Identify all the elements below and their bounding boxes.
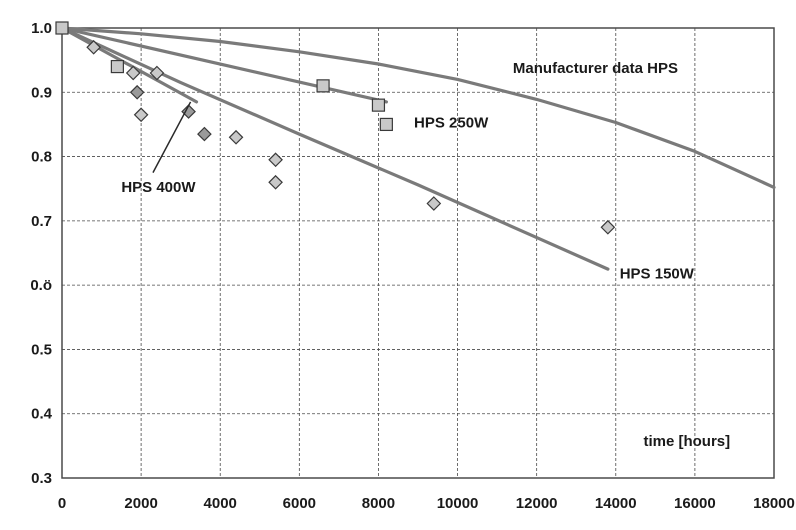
hps-150w-label: HPS 150W: [620, 266, 695, 283]
hps-250w-square-point: [371, 98, 386, 112]
hps-250w-square-point: [110, 59, 124, 74]
hps-150w-diamond-point: [426, 196, 442, 211]
hps-150w-diamond-point: [86, 39, 101, 55]
y-tick-label: 0.5: [31, 341, 52, 358]
manufacturer-data-hps-label: Manufacturer data HPS: [513, 60, 678, 77]
x-tick-label: 0: [58, 495, 66, 512]
x-tick-label: 10000: [437, 495, 479, 512]
x-tick-label: 8000: [362, 495, 395, 512]
hps-400w-label: HPS 400W: [121, 179, 196, 196]
hps-250w-square-point: [316, 79, 330, 93]
data-markers: [55, 21, 616, 235]
time-hours-label: time [hours]: [643, 433, 730, 450]
hps-150w-diamond-point: [268, 174, 283, 190]
hps-150w-diamond-point: [133, 107, 149, 123]
hps-150w-diamond-point: [268, 152, 283, 168]
manufacturer-data-hps-curve: [60, 26, 776, 189]
hps-400w-diamond-point: [181, 104, 196, 119]
hps-150w-diamond-point: [149, 65, 165, 81]
y-tick-label: 0.3: [31, 470, 52, 487]
annotations: Manufacturer data HPS HPS 250W HPS 400W HPS…: [121, 60, 730, 450]
x-tick-label: 12000: [516, 495, 558, 512]
hps-150w-diamond-point: [125, 65, 141, 81]
hps-400w-curve: [60, 26, 199, 104]
x-tick-label: 6000: [283, 495, 316, 512]
y-tick-label: 0.8: [31, 149, 52, 166]
hps-400w-diamond-point: [197, 126, 212, 142]
hps-250w-square-point: [379, 117, 393, 132]
y-tick-label: 0.ö: [30, 277, 52, 294]
plot-area: [61, 27, 775, 479]
hps-250w-label: HPS 250W: [414, 115, 489, 132]
axis-tick-labels: 0 2000 4000 6000 8000 10000 12000 14000 16000 180…: [30, 20, 795, 512]
hps-150w-diamond-point: [600, 219, 616, 235]
y-tick-label: 1.0: [31, 20, 52, 37]
y-tick-label: 0.9: [31, 84, 52, 101]
hps-150w-diamond-point: [228, 129, 244, 145]
x-tick-label: 14000: [595, 495, 637, 512]
hps-400w-pointer-line: [152, 101, 192, 173]
x-tick-label: 18000: [753, 495, 795, 512]
x-tick-label: 2000: [124, 495, 157, 512]
x-tick-label: 4000: [204, 495, 237, 512]
hps-250w-curve: [60, 26, 388, 104]
y-tick-label: 0.7: [31, 213, 52, 230]
x-tick-label: 16000: [674, 495, 716, 512]
hps-250w-square-point: [55, 21, 69, 35]
hps-400w-diamond-point: [129, 84, 145, 100]
y-tick-label: 0.4: [31, 406, 53, 423]
grid: [62, 28, 774, 478]
